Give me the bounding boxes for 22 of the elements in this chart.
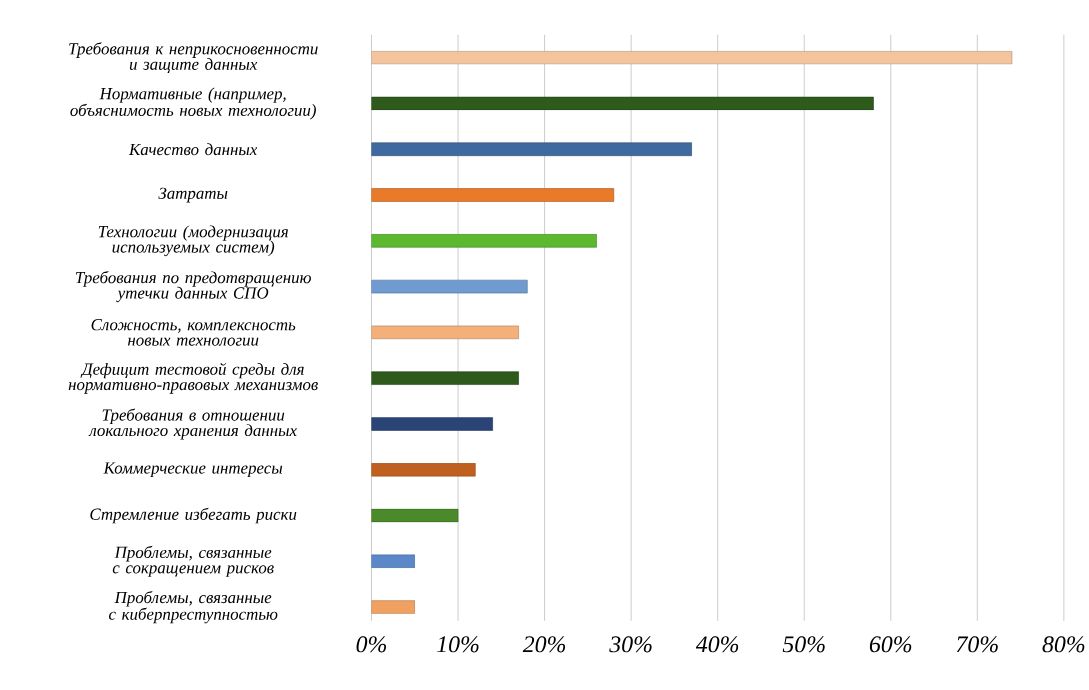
y-tick-label: Сложность, комплексность новых технологии bbox=[91, 318, 296, 346]
y-tick-label: Проблемы, связанные с киберпреступностью bbox=[109, 590, 278, 624]
x-tick-label: 40% bbox=[695, 636, 739, 653]
y-tick-label: Затраты bbox=[158, 187, 228, 203]
x-tick-label: 50% bbox=[782, 636, 825, 653]
y-tick-label: Коммерческие интересы bbox=[103, 462, 283, 477]
x-tick-label: 30% bbox=[609, 636, 652, 653]
y-tick-label: Проблемы, связанные с сокращением рисков bbox=[112, 545, 274, 577]
x-tick-label: 20% bbox=[522, 636, 566, 653]
x-tick-label: 60% bbox=[869, 636, 912, 653]
y-tick-label: Требования по предотвращению утечки данных СПО bbox=[75, 270, 311, 302]
x-tick-label: 10% bbox=[437, 636, 479, 653]
y-tick-label: Стремление избегать риски bbox=[90, 507, 297, 524]
y-tick-label: Качество данных bbox=[128, 143, 258, 155]
y-tick-label: Дефицит тестовой среды для нормативно-правовых механизмов bbox=[68, 362, 318, 394]
y-tick-label: Требования в отношении локального хранения данных bbox=[88, 408, 297, 440]
y-tick-label: Технологии (модернизация используемых систем) bbox=[98, 225, 288, 257]
x-tick-label: 70% bbox=[956, 636, 998, 653]
y-tick-label: Нормативные (например, объяснимость новых технологии) bbox=[70, 87, 316, 120]
x-tick-label: 80% bbox=[1042, 636, 1085, 653]
y-tick-label: Требования к неприкосновенности и защите данных bbox=[69, 42, 318, 73]
x-tick-label: 0% bbox=[356, 636, 387, 653]
